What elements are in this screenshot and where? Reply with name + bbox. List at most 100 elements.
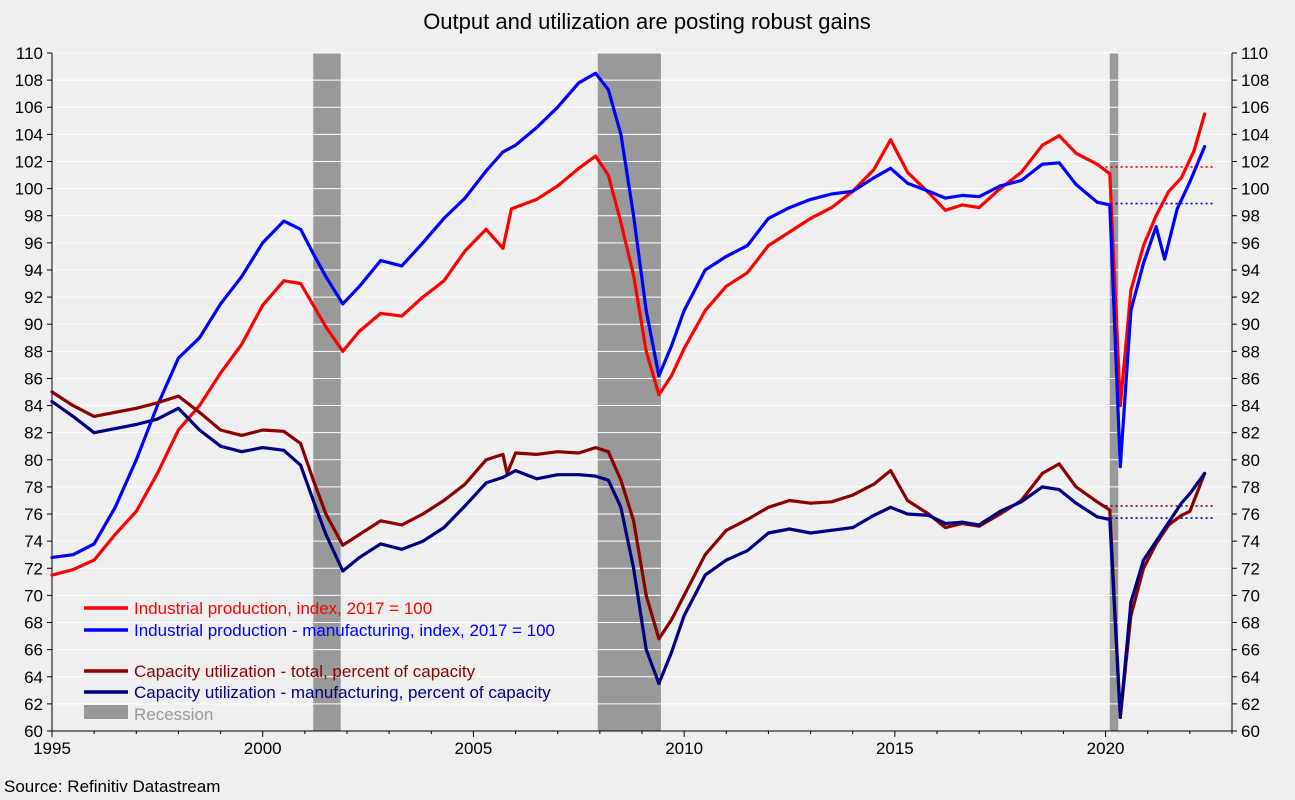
series-3-point-13 [311,478,315,482]
x-tick-2010: 2010 [665,739,703,758]
series-3-point-41 [788,498,791,502]
series-3-point-44 [851,493,855,497]
series-2-point-64 [1188,180,1192,184]
y-tick-left-106: 106 [15,98,43,117]
series-2-point-12 [299,227,303,231]
series-4-point-9 [240,450,244,454]
series-4-point-5 [155,417,159,421]
series-4-point-45 [889,505,893,509]
series-4-point-60 [1142,558,1145,562]
series-3-point-40 [766,505,770,509]
y-tick-left-98: 98 [24,207,43,226]
series-1-point-3 [113,532,117,536]
series-2-point-48 [943,196,947,200]
series-1-point-29 [606,173,610,177]
series-1-point-54 [1057,134,1061,138]
series-4-point-37 [724,558,728,562]
series-1-point-44 [872,168,876,172]
legend-label-recession: Recession [134,705,213,724]
y-tick-left-92: 92 [24,288,43,307]
series-4-point-57 [1108,517,1112,521]
recession-band-2 [597,53,661,731]
series-4-point-40 [788,527,791,531]
series-4-point-49 [960,520,964,524]
series-2-point-25 [535,126,539,130]
y-tick-right-110: 110 [1241,44,1268,63]
series-4-point-35 [682,614,686,618]
series-2-point-13 [311,252,315,256]
series-1-point-60 [1142,244,1145,248]
series-4-point-39 [766,531,770,535]
series-3-point-28 [577,451,581,455]
series-3-point-7 [198,410,201,414]
series-4-point-30 [619,505,623,509]
y-tick-right-90: 90 [1241,315,1260,334]
series-3-point-42 [809,501,813,505]
series-3-point-29 [594,446,598,450]
series-3-point-16 [358,532,362,536]
series-2-point-9 [240,275,244,279]
series-4-point-62 [1167,520,1171,524]
series-1-point-13 [311,303,315,307]
series-1-point-25 [535,197,539,201]
series-line-2 [50,71,1207,559]
series-3-point-22 [484,458,488,462]
series-2-point-6 [176,356,180,360]
series-1-point-32 [644,349,648,353]
series-4-point-21 [463,504,467,508]
series-2-point-49 [960,193,964,197]
y-tick-left-102: 102 [15,152,43,171]
series-2-point-4 [134,458,138,462]
series-3-point-56 [1074,485,1078,489]
series-2-point-47 [927,189,931,193]
series-1-point-4 [134,509,138,513]
x-tick-1995: 1995 [33,739,71,758]
series-4-point-65 [1203,471,1207,475]
series-4-point-64 [1188,492,1192,496]
series-4-point-26 [556,473,560,477]
series-lines [50,71,1207,719]
series-4-point-55 [1074,501,1078,505]
series-2-point-22 [484,169,488,173]
y-tick-right-88: 88 [1241,342,1260,361]
y-tick-left-70: 70 [24,586,43,605]
series-3-point-39 [745,517,749,521]
series-2-point-55 [1074,183,1078,187]
series-4-point-56 [1095,515,1099,519]
series-4-point-17 [379,542,383,546]
y-tick-left-82: 82 [24,424,43,443]
series-4-point-52 [1019,500,1023,504]
series-1-point-19 [421,295,425,299]
y-tick-right-94: 94 [1241,261,1260,280]
series-3-point-26 [535,452,539,456]
series-4-point-63 [1179,501,1183,505]
series-4-point-6 [176,406,180,410]
recession-band-1 [313,53,341,731]
series-3-point-65 [1188,509,1192,513]
series-3-point-38 [724,528,728,532]
y-tick-right-78: 78 [1241,478,1260,497]
series-2-point-36 [703,268,707,272]
series-1-point-21 [463,249,467,253]
legend: Industrial production, index, 2017 = 100… [84,599,555,724]
series-1-point-62 [1167,189,1171,193]
y-tick-right-68: 68 [1241,614,1260,633]
series-1-point-55 [1074,151,1078,155]
series-2-point-10 [261,241,265,245]
tick-labels: 60 60 62 62 64 64 66 66 68 68 70 70 72 72 74 74 76 76 78 78… [15,44,1270,758]
y-tick-right-106: 106 [1241,98,1269,117]
series-3-point-47 [906,498,909,502]
y-tick-left-108: 108 [15,71,43,90]
series-1-point-41 [809,216,813,220]
series-4-point-28 [594,474,598,478]
series-2-point-5 [155,404,159,408]
series-3-point-55 [1057,462,1061,466]
series-2-point-43 [851,189,855,193]
series-3-point-11 [282,429,286,433]
series-2-point-54 [1057,161,1061,165]
y-tick-right-84: 84 [1241,397,1260,416]
series-2-point-51 [998,184,1002,188]
series-4-point-14 [324,532,328,536]
series-4-point-3 [113,427,117,431]
series-2-point-50 [977,195,981,199]
